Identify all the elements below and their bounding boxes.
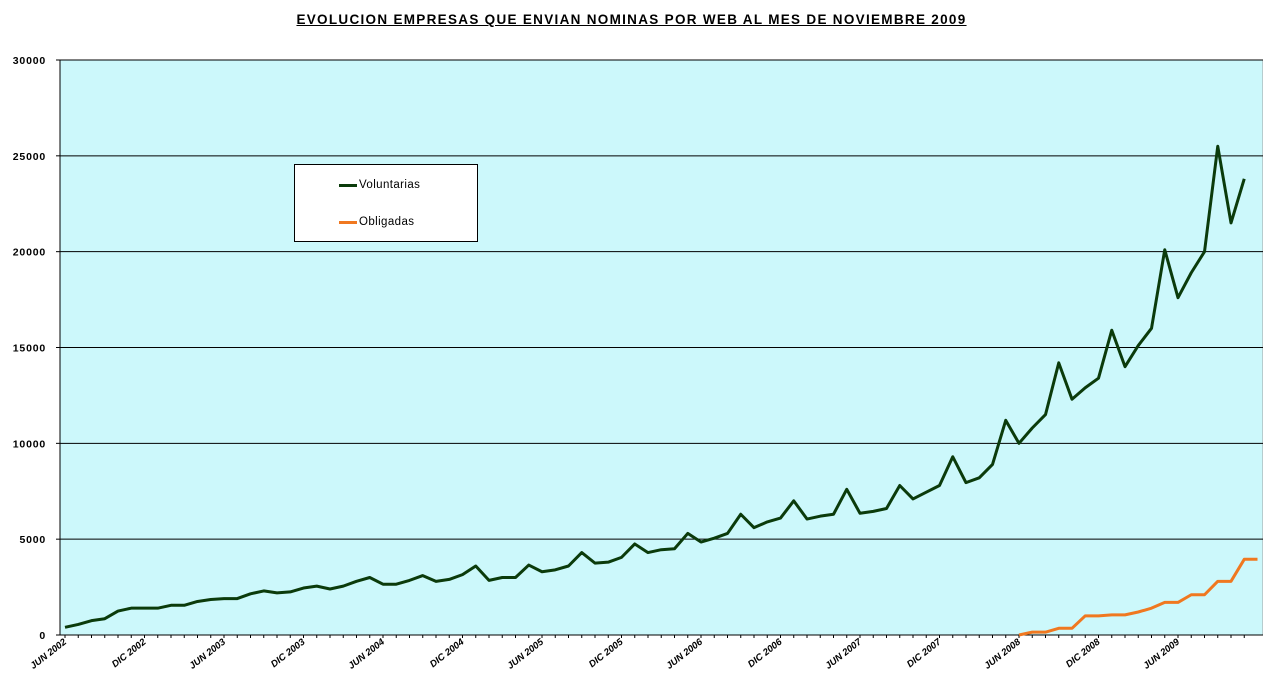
x-tick-label: JUN 2006 (664, 636, 705, 671)
legend-swatch-voluntarias (339, 183, 357, 187)
y-tick-label: 0 (39, 630, 46, 642)
y-axis: 0 5000 10000 15000 20000 25000 30000 (13, 55, 61, 642)
x-tick-label: JUN 2003 (187, 636, 228, 671)
y-tick-label: 10000 (13, 438, 46, 450)
x-tick-label: JUN 2008 (982, 636, 1023, 671)
x-tick-label: DIC 2006 (746, 636, 785, 670)
x-tick-label: JUN 2002 (28, 636, 69, 671)
legend-entry-voluntarias: Voluntarias (339, 178, 420, 192)
x-axis: JUN 2002 DIC 2002 JUN 2003 DIC 2003 JUN 2004… (28, 634, 1263, 672)
y-tick-label: 20000 (13, 247, 46, 259)
x-tick-label: DIC 2007 (905, 636, 944, 670)
legend-label-voluntarias: Voluntarias (359, 179, 421, 191)
series-line-voluntarias (64, 144, 1246, 629)
x-tick-label: JUN 2005 (505, 636, 546, 671)
chart-title: EVOLUCION EMPRESAS QUE ENVIAN NOMINAS PO… (296, 12, 967, 27)
x-tick-label: JUN 2009 (1141, 636, 1182, 671)
legend-label-obligadas: Obligadas (359, 216, 415, 228)
y-tick-label: 15000 (13, 343, 46, 355)
x-tick-label: DIC 2008 (1064, 636, 1103, 670)
legend-swatch-obligadas (339, 220, 357, 224)
legend: Voluntarias Obligadas (294, 164, 478, 242)
x-tick-label: DIC 2004 (428, 636, 467, 670)
x-tick-label: DIC 2005 (587, 636, 626, 670)
series (64, 144, 1258, 637)
y-tick-label: 30000 (13, 55, 46, 67)
gridlines (60, 59, 1263, 540)
x-tick-label: DIC 2002 (110, 636, 149, 670)
x-tick-label: JUN 2004 (346, 636, 387, 671)
y-tick-label: 25000 (13, 151, 46, 163)
x-tick-label: JUN 2007 (823, 636, 864, 671)
x-tick-label: DIC 2003 (269, 636, 308, 670)
legend-entry-obligadas: Obligadas (339, 215, 414, 229)
series-line-obligadas (1018, 557, 1258, 637)
y-tick-label: 5000 (19, 534, 46, 546)
